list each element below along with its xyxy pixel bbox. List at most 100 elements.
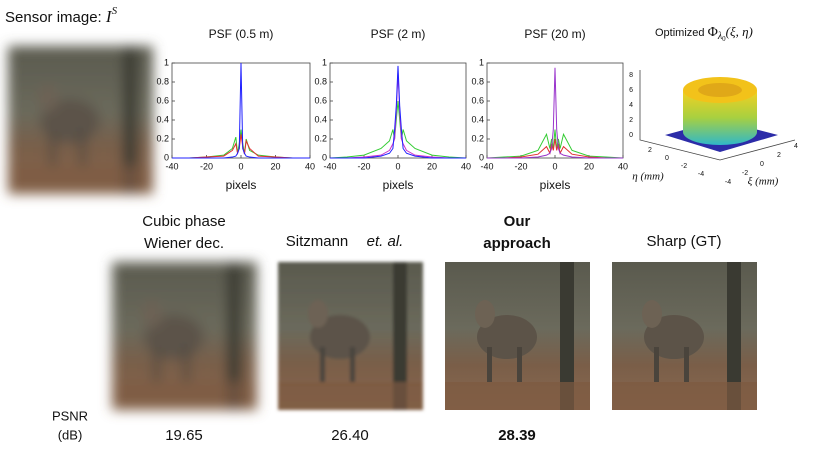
y-tick-label: 0.2 (471, 133, 484, 143)
z-tick-label: 6 (629, 87, 633, 94)
y-tick-label: 0 (322, 152, 327, 162)
cylinder (683, 90, 757, 145)
y-tick-label: 0 (479, 152, 484, 162)
method-name: et. al. (367, 233, 404, 250)
x-tick-label: 20 (427, 161, 437, 171)
x-axis-label: pixels (540, 178, 571, 192)
xi-tick-label: 0 (760, 161, 764, 168)
x-tick-label: 20 (270, 161, 280, 171)
symbol: Φ (708, 25, 718, 40)
x-tick-label: 0 (552, 161, 557, 171)
x-tick-label: -20 (357, 161, 370, 171)
x-tick-label: -40 (323, 161, 336, 171)
xi-tick-label: 4 (794, 143, 798, 150)
sensor-image (8, 46, 153, 194)
z-tick-label: 8 (629, 72, 633, 79)
surface-plot: Optimized Φλ0(ξ, η) 0 2 4 6 8 2 0 -2 -4 -4 -2 0 2 4 η … (629, 24, 798, 188)
result-image (445, 262, 590, 410)
eta-tick-label: 0 (665, 155, 669, 162)
image (612, 262, 757, 410)
psf-line (172, 62, 310, 159)
psf-line (172, 129, 310, 159)
y-tick-label: 1 (322, 57, 327, 67)
xi-tick-label: -4 (725, 179, 731, 186)
psnr-value: 28.39 (498, 427, 536, 444)
psf-line (486, 129, 624, 159)
method-name: Cubic phase (142, 213, 225, 230)
axis-box (639, 70, 796, 161)
method-name: approach (483, 235, 551, 252)
chart-title: PSF (0.5 m) (209, 27, 274, 41)
y-tick-label: 1 (164, 57, 169, 67)
symbol: I (105, 7, 113, 26)
y-tick-label: 0.2 (156, 133, 169, 143)
y-tick-label: 0.4 (314, 114, 327, 124)
eta-tick-label: -2 (681, 163, 687, 170)
psf-line (172, 134, 310, 159)
args: (ξ, η) (726, 24, 753, 39)
superscript: S (112, 5, 118, 17)
x-axis-label: pixels (383, 178, 414, 192)
psnr-value: 26.40 (331, 427, 369, 444)
sensor-label: Sensor image: IS (5, 5, 118, 26)
x-tick-label: -40 (165, 161, 178, 171)
psf-line (329, 100, 467, 159)
x-axis-label: pixels (226, 178, 257, 192)
y-tick-label: 0.6 (471, 95, 484, 105)
method-name: Sitzmann (286, 233, 349, 250)
image (445, 262, 590, 410)
label-text: Sensor image: (5, 9, 102, 26)
psf-line (487, 138, 623, 159)
sub2: 0 (722, 35, 726, 43)
x-tick-label: 40 (618, 161, 628, 171)
results: Cubic phase Wiener dec. 19.65 Sitzmann et. a… (112, 213, 757, 444)
psnr-label: PSNR (52, 408, 88, 423)
prefix: Optimized (655, 27, 705, 39)
psf-charts: PSF (0.5 m) pixels 0 0.2 0.4 0.6 0.8 1 -40 -20 0 20… (156, 27, 628, 192)
psf-line (330, 65, 466, 159)
result-image (612, 262, 757, 410)
y-tick-label: 0.6 (156, 95, 169, 105)
method-name: Our (504, 213, 531, 230)
image (278, 262, 423, 410)
psf-line (487, 67, 623, 159)
y-tick-label: 1 (479, 57, 484, 67)
y-tick-label: 0.2 (314, 133, 327, 143)
y-tick-label: 0.8 (314, 76, 327, 86)
result-image (278, 262, 423, 410)
z-tick-label: 2 (629, 117, 633, 124)
y-tick-label: 0 (164, 152, 169, 162)
eta-axis-label: η (mm) (632, 171, 664, 183)
y-tick-label: 0.8 (471, 76, 484, 86)
xi-tick-label: -2 (742, 170, 748, 177)
chart-title: PSF (2 m) (371, 27, 426, 41)
xi-axis-label: ξ (mm) (748, 176, 779, 188)
x-tick-label: -20 (514, 161, 527, 171)
psnr-value: 19.65 (165, 427, 203, 444)
xi-tick-label: 2 (777, 152, 781, 159)
y-tick-label: 0.4 (156, 114, 169, 124)
z-tick-label: 4 (629, 102, 633, 109)
psf-line (330, 72, 466, 159)
method-name: Sharp (GT) (646, 233, 721, 250)
cylinder-ring (698, 83, 742, 97)
y-tick-label: 0.6 (314, 95, 327, 105)
image (112, 262, 257, 410)
x-tick-label: 0 (395, 161, 400, 171)
result-image (112, 262, 257, 410)
surface-title: Optimized Φλ0(ξ, η) (655, 24, 753, 43)
x-tick-label: -40 (480, 161, 493, 171)
x-tick-label: 40 (305, 161, 315, 171)
sub: λ (717, 31, 723, 42)
x-tick-label: 0 (238, 161, 243, 171)
eta-tick-label: -4 (698, 171, 704, 178)
x-tick-label: 40 (461, 161, 471, 171)
method-name: Wiener dec. (144, 235, 224, 252)
eta-tick-label: 2 (648, 147, 652, 154)
x-tick-label: 20 (584, 161, 594, 171)
chart-title: PSF (20 m) (524, 27, 585, 41)
psnr-label: (dB) (58, 427, 83, 442)
y-tick-label: 0.8 (156, 76, 169, 86)
